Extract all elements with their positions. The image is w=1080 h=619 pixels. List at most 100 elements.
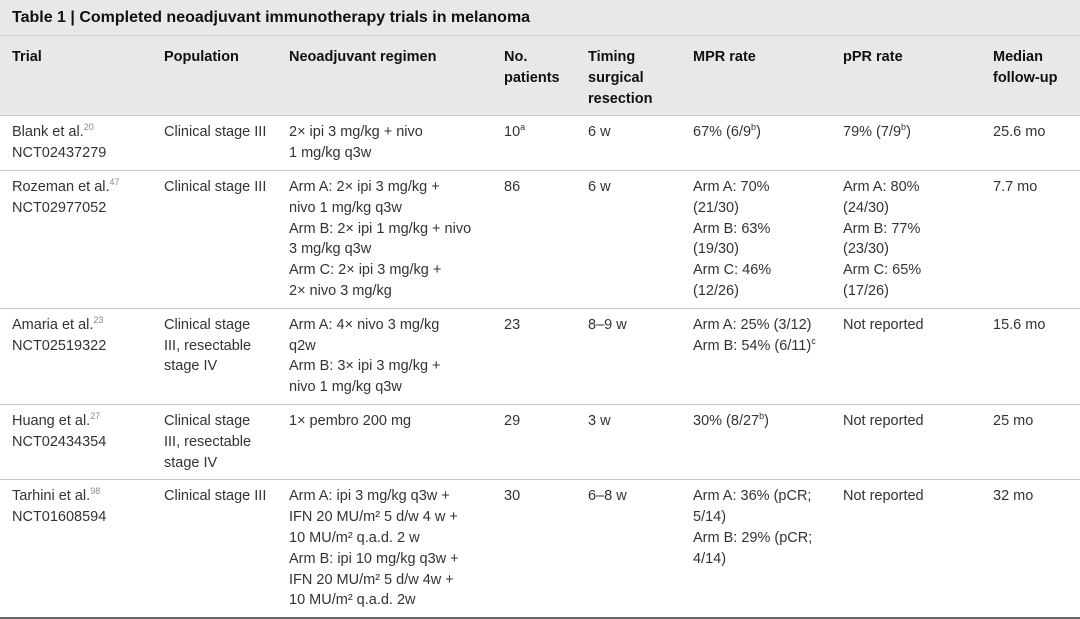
cell-regimen-line: IFN 20 MU/m² 5 d/w 4 w +: [289, 509, 458, 526]
cell-ppr-rate-line: Not reported: [843, 486, 977, 507]
header-text: No.: [504, 49, 528, 65]
trial-nct-id: NCT02437279: [12, 145, 107, 162]
rate-footnote: c: [811, 335, 816, 346]
cell-follow-up: 25.6 mo: [981, 115, 1080, 171]
cell-regimen-line: Arm A: 4× nivo 3 mg/kg: [289, 316, 440, 333]
cell-patients: 10a: [492, 115, 576, 171]
cell-trial: Rozeman et al.47 NCT02977052: [0, 169, 152, 309]
cell-population-line: stage IV: [164, 358, 218, 375]
cell-mpr-rate-line: (19/30): [693, 239, 827, 260]
header-patients: No. patients: [492, 36, 576, 116]
trial-author-line: Amaria et al.23: [12, 315, 148, 336]
rate-text: 4/14): [693, 550, 727, 567]
cell-mpr-rate-line: 4/14): [693, 549, 827, 570]
header-median-follow-up: Median follow-up: [981, 36, 1080, 116]
follow-up-value: 32 mo: [993, 488, 1034, 505]
cell-population: Clinical stage III: [152, 479, 277, 619]
follow-up-value: 25 mo: [993, 412, 1034, 429]
rate-footnote: b: [751, 122, 757, 133]
rate-text: Arm B: 54% (6/11): [693, 337, 812, 354]
cell-regimen-line: nivo 1 mg/kg q3w: [289, 379, 402, 396]
header-text: Trial: [12, 49, 42, 65]
cell-ppr-rate-line: 79% (7/9b): [843, 122, 977, 143]
cell-regimen-line: Arm B: 3× ipi 3 mg/kg +: [289, 358, 441, 375]
cell-regimen: Arm A: 2× ipi 3 mg/kg + nivo 1 mg/kg q3w A…: [277, 169, 492, 309]
rate-text: Not reported: [843, 316, 924, 333]
cell-regimen: 1× pembro 200 mg: [277, 403, 492, 480]
trial-nct-id: NCT02977052: [12, 199, 107, 216]
cell-mpr-rate-line: Arm A: 36% (pCR;: [693, 486, 827, 507]
rate-text-end: ): [756, 124, 761, 141]
cell-patients: 86: [492, 169, 576, 309]
cell-timing: 6 w: [576, 115, 681, 171]
rate-text: 79% (7/9: [843, 124, 902, 141]
table-row: Huang et al.27 NCT02434354 Clinical stage I…: [0, 403, 1080, 480]
cell-ppr-rate-line: Not reported: [843, 315, 977, 336]
cell-mpr-rate: Arm A: 25% (3/12) Arm B: 54% (6/11)c: [681, 307, 831, 405]
rate-text: Not reported: [843, 488, 924, 505]
timing-value: 6 w: [588, 124, 611, 141]
header-text: MPR rate: [693, 49, 756, 65]
cell-ppr-rate: 79% (7/9b): [831, 115, 981, 171]
rate-text: (17/26): [843, 282, 889, 299]
rate-text: Arm B: 29% (pCR;: [693, 529, 813, 546]
header-mpr-rate: MPR rate: [681, 36, 831, 116]
cell-mpr-rate-line: Arm B: 29% (pCR;: [693, 528, 827, 549]
rate-text: Arm C: 46%: [693, 262, 772, 279]
table-row: Tarhini et al.98 NCT01608594 Clinical stag…: [0, 479, 1080, 619]
cell-regimen-line: Arm B: ipi 10 mg/kg q3w +: [289, 550, 459, 567]
cell-population-line: Clinical stage III: [164, 488, 267, 505]
trial-nct-id: NCT02434354: [12, 433, 107, 450]
rate-text: Arm B: 77%: [843, 220, 921, 237]
cell-regimen-line: 2× ipi 3 mg/kg + nivo: [289, 124, 423, 141]
trial-author-line: Rozeman et al.47: [12, 177, 148, 198]
cell-mpr-rate-line: Arm A: 25% (3/12): [693, 315, 827, 336]
cell-regimen-line: 1× pembro 200 mg: [289, 412, 412, 429]
cell-timing: 6–8 w: [576, 479, 681, 619]
patients-count: 10: [504, 124, 521, 141]
cell-population-line: III, resectable: [164, 337, 252, 354]
header-timing: Timing surgical resection: [576, 36, 681, 116]
cell-patients: 23: [492, 307, 576, 405]
cell-follow-up: 15.6 mo: [981, 307, 1080, 405]
trial-author: Huang et al.: [12, 412, 91, 429]
header-text: Median: [993, 49, 1043, 65]
cell-trial: Blank et al.20 NCT02437279: [0, 115, 152, 171]
patients-count: 23: [504, 316, 521, 333]
cell-mpr-rate-line: 5/14): [693, 507, 827, 528]
cell-regimen-line: 10 MU/m² q.a.d. 2w: [289, 592, 416, 609]
cell-population: Clinical stage III: [152, 169, 277, 309]
rate-text: (23/30): [843, 241, 889, 258]
header-text: resection: [588, 90, 653, 107]
cell-mpr-rate-line: (21/30): [693, 198, 827, 219]
rate-text: Arm B: 63%: [693, 220, 771, 237]
cell-ppr-rate: Not reported: [831, 403, 981, 480]
cell-patients: 29: [492, 403, 576, 480]
cell-ppr-rate: Not reported: [831, 479, 981, 619]
rate-text: 5/14): [693, 509, 727, 526]
header-text: Population: [164, 49, 239, 65]
trial-author: Tarhini et al.: [12, 488, 91, 505]
cell-regimen-line: 2× nivo 3 mg/kg: [289, 282, 392, 299]
cell-ppr-rate-line: (17/26): [843, 281, 977, 302]
cell-mpr-rate-line: 67% (6/9b): [693, 122, 827, 143]
cell-population: Clinical stage III: [152, 115, 277, 171]
cell-ppr-rate-line: Arm A: 80%: [843, 177, 977, 198]
cell-population: Clinical stage III, resectable stage IV: [152, 403, 277, 480]
cell-regimen-line: Arm A: 2× ipi 3 mg/kg +: [289, 178, 440, 195]
cell-ppr-rate-line: Arm B: 77%: [843, 219, 977, 240]
cell-population-line: stage IV: [164, 454, 218, 471]
cell-follow-up: 7.7 mo: [981, 169, 1080, 309]
rate-text: 30% (8/27: [693, 412, 760, 429]
cell-regimen-line: 3 mg/kg q3w: [289, 241, 372, 258]
cell-timing: 8–9 w: [576, 307, 681, 405]
trials-table: Trial Population Neoadjuvant regimen No. pat…: [0, 36, 1080, 619]
cell-mpr-rate: Arm A: 36% (pCR; 5/14) Arm B: 29% (pCR; 4/1…: [681, 479, 831, 619]
cell-timing: 6 w: [576, 169, 681, 309]
patients-count: 86: [504, 178, 521, 195]
cell-ppr-rate: Not reported: [831, 307, 981, 405]
rate-footnote: b: [759, 411, 765, 422]
cell-ppr-rate-line: (24/30): [843, 198, 977, 219]
cell-regimen-line: q2w: [289, 337, 316, 354]
